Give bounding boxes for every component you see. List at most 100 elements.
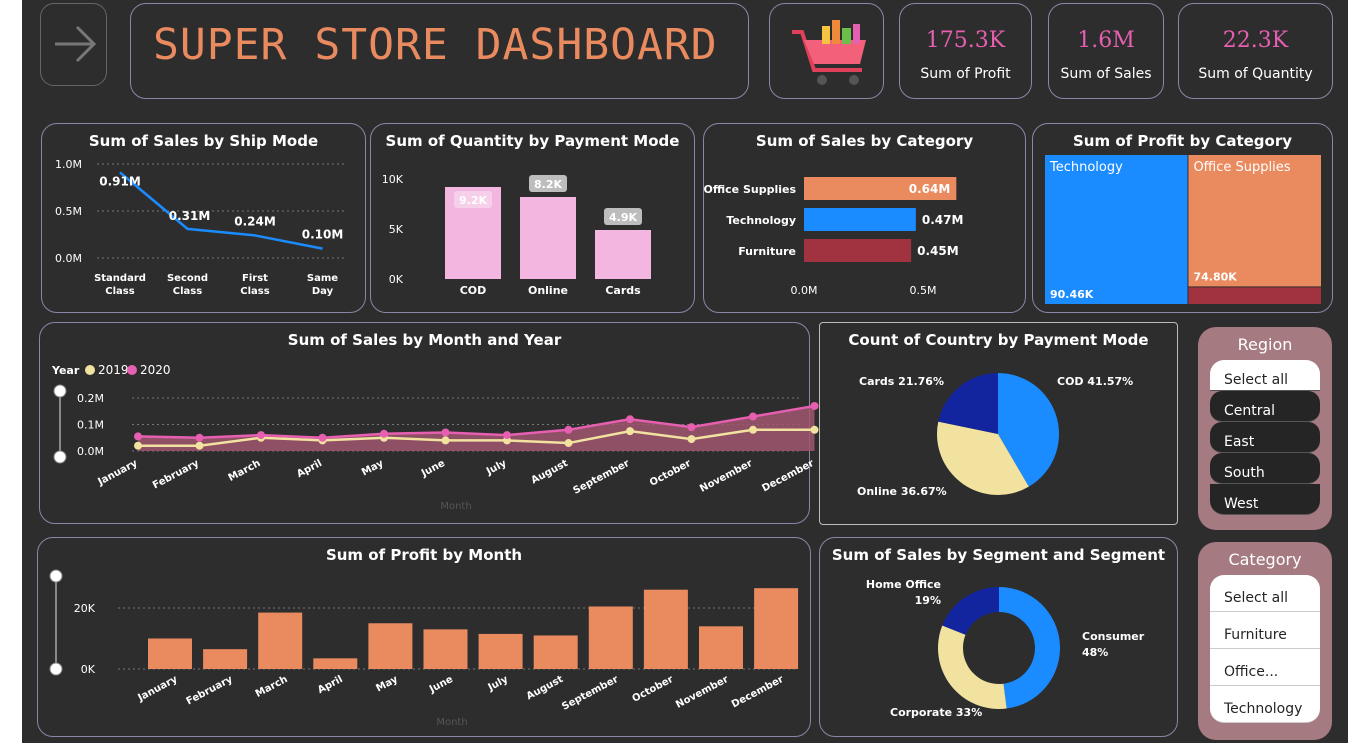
slicer-option[interactable]: Technology bbox=[1210, 686, 1320, 723]
data-label: 0.47M bbox=[922, 213, 964, 227]
chart-title: Sum of Profit by Category bbox=[1072, 132, 1293, 150]
x-tick-label: July bbox=[484, 458, 509, 478]
slice-label: Home Office bbox=[866, 578, 941, 591]
x-tick-label: March bbox=[254, 674, 290, 700]
bar bbox=[313, 658, 358, 669]
bar bbox=[588, 606, 633, 669]
data-point bbox=[134, 441, 142, 450]
pie-slice bbox=[998, 373, 1059, 487]
x-tick-label: September bbox=[572, 458, 632, 497]
data-point bbox=[441, 436, 450, 445]
treemap-cell bbox=[1045, 155, 1188, 304]
data-label-bg bbox=[529, 175, 567, 192]
x-tick-label: October bbox=[648, 458, 693, 489]
data-label: 9.2K bbox=[459, 194, 487, 207]
chart-title: Sum of Sales by Month and Year bbox=[287, 331, 562, 349]
data-label: 8.2K bbox=[534, 178, 562, 191]
x-tick-label: February bbox=[151, 458, 201, 492]
bar bbox=[423, 629, 468, 669]
slicer-option[interactable]: West bbox=[1210, 484, 1320, 515]
bar bbox=[754, 588, 799, 669]
x-tick-label: April bbox=[316, 674, 345, 696]
kpi-value: 1.6M bbox=[1077, 28, 1135, 53]
chart-sales-month-year[interactable]: Sum of Sales by Month and Year Year 2019 2… bbox=[39, 322, 819, 524]
treemap-label: Technology bbox=[1049, 160, 1123, 175]
pie-slice bbox=[937, 421, 1029, 495]
slicer-option[interactable]: Select all bbox=[1210, 575, 1320, 612]
x-tick-label: Same bbox=[307, 273, 338, 284]
series-line bbox=[138, 428, 815, 447]
treemap-cell bbox=[1188, 155, 1321, 287]
data-point bbox=[749, 425, 757, 434]
series-line bbox=[137, 404, 815, 440]
data-label: 0.31M bbox=[169, 209, 211, 223]
slice-label: Corporate 33% bbox=[890, 706, 982, 719]
x-axis-title: Month bbox=[440, 501, 471, 512]
data-point bbox=[687, 435, 696, 444]
chart-sales-category[interactable]: Sum of Sales by Category Office Supplies… bbox=[703, 123, 1026, 313]
data-label: 0.64M bbox=[909, 182, 951, 196]
x-tick-label: May bbox=[374, 674, 400, 695]
nav-arrow-button[interactable] bbox=[40, 3, 107, 86]
kpi-card-sales: 1.6M Sum of Sales bbox=[1048, 3, 1164, 99]
x-tick-label: COD bbox=[460, 284, 487, 297]
y-tick-label: Technology bbox=[726, 214, 796, 227]
chart-title: Count of Country by Payment Mode bbox=[848, 331, 1149, 349]
donut-slice bbox=[942, 587, 999, 635]
kpi-value: 22.3K bbox=[1222, 28, 1289, 53]
y-tick-label: 0.1M bbox=[77, 419, 104, 432]
pie-slice bbox=[938, 373, 998, 434]
kpi-card-profit: 175.3K Sum of Profit bbox=[899, 3, 1032, 99]
x-tick-label: Class bbox=[240, 286, 269, 297]
chart-ship-mode[interactable]: Sum of Sales by Ship Mode 0.0M 0.5M 1.0M 0.… bbox=[41, 123, 366, 313]
data-point bbox=[564, 425, 573, 434]
kpi-label: Sum of Sales bbox=[1060, 66, 1152, 82]
y-tick-label: 20K bbox=[74, 602, 96, 615]
data-point bbox=[810, 401, 819, 410]
arrow-right-icon bbox=[55, 25, 97, 63]
y-tick-label: 10K bbox=[382, 173, 404, 186]
slice-label: Cards 21.76% bbox=[859, 375, 944, 388]
x-tick-label: 0.0M bbox=[791, 284, 818, 297]
bar bbox=[368, 623, 413, 669]
chart-profit-category[interactable]: Sum of Profit by Category Technology 90.4… bbox=[1032, 123, 1333, 313]
chart-country-payment[interactable]: Count of Country by Payment Mode COD 41.… bbox=[819, 322, 1178, 525]
data-point bbox=[134, 432, 142, 441]
slicer-title: Category bbox=[1228, 550, 1302, 569]
category-slicer: Category Select all Furniture Office... … bbox=[1198, 542, 1332, 740]
chart-payment-quantity[interactable]: Sum of Quantity by Payment Mode 0K 5K 10K 9… bbox=[370, 123, 695, 313]
slicer-option[interactable]: Furniture bbox=[1210, 612, 1320, 649]
x-tick-label: September bbox=[560, 674, 620, 713]
chart-sales-segment[interactable]: Sum of Sales by Segment and Segment Cons… bbox=[819, 537, 1178, 737]
x-tick-label: October bbox=[630, 674, 675, 705]
bar bbox=[804, 177, 957, 200]
kpi-value: 175.3K bbox=[925, 28, 1006, 53]
x-tick-label: June bbox=[427, 674, 455, 696]
slicer-option[interactable]: Office... bbox=[1210, 649, 1320, 686]
slicer-option[interactable]: Central bbox=[1210, 391, 1320, 422]
treemap-label: Office Supplies bbox=[1193, 160, 1290, 175]
data-point bbox=[749, 412, 757, 421]
data-label-bg bbox=[604, 208, 642, 225]
chart-profit-month[interactable]: Sum of Profit by Month 0K 20K January Febru… bbox=[37, 537, 811, 737]
bar bbox=[804, 239, 912, 262]
series-area bbox=[138, 405, 815, 451]
slice-label: COD 41.57% bbox=[1057, 375, 1133, 388]
data-point bbox=[195, 433, 204, 442]
slicer-option[interactable]: Select all bbox=[1210, 360, 1320, 391]
y-tick-label: Office Supplies bbox=[704, 183, 797, 196]
x-tick-label: March bbox=[227, 458, 263, 484]
slicer-option[interactable]: South bbox=[1210, 453, 1320, 484]
treemap-value: 74.80K bbox=[1193, 270, 1237, 283]
region-slicer: Region Select all Central East South Wes… bbox=[1198, 327, 1332, 530]
treemap-value: 90.46K bbox=[1050, 288, 1094, 301]
data-label-bg bbox=[454, 191, 492, 208]
slicer-option[interactable]: East bbox=[1210, 422, 1320, 453]
data-label: 4.9K bbox=[609, 211, 637, 224]
chart-title: Sum of Sales by Category bbox=[755, 132, 974, 150]
x-tick-label: January bbox=[135, 674, 179, 705]
legend-entry: 2019 bbox=[98, 363, 129, 377]
bar bbox=[804, 208, 916, 231]
legend-entry: 2020 bbox=[140, 363, 171, 377]
data-point bbox=[564, 439, 573, 448]
